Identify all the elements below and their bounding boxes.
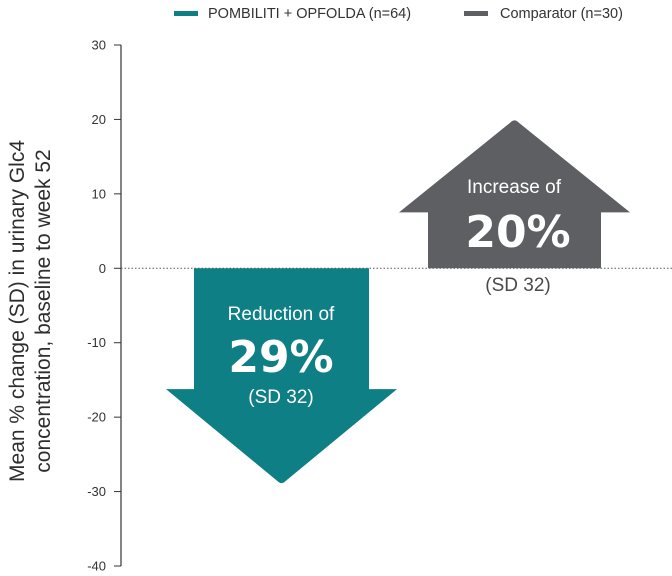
y-tick-label: -30 [87,484,106,499]
annotation-comparator-sd: (SD 32) [485,275,550,296]
y-axis-title-line-1: Mean % change (SD) in urinary Glc4 [6,140,29,482]
arrow-treatment [166,268,397,484]
annotation-comparator-value: 20% [465,207,570,258]
legend: POMBILITI + OPFOLDA (n=64) Comparator (n… [174,6,623,22]
y-tick-label: 10 [92,186,106,201]
annotation-treatment-label: Reduction of [228,304,335,325]
arrow-comparator [399,120,630,269]
legend-swatch-treatment [174,11,198,16]
legend-label-treatment: POMBILITI + OPFOLDA (n=64) [208,6,411,22]
y-tick-label: 20 [92,112,106,127]
y-tick-label: -20 [87,410,106,425]
y-axis-ticks: 30 20 10 0 -10 -20 -30 -40 [87,38,121,574]
y-tick-label: 0 [99,261,106,276]
y-tick-label: -40 [87,559,106,574]
y-axis-title-line-2: concentration, baseline to week 52 [32,149,55,472]
annotation-treatment-value: 29% [228,332,333,383]
legend-label-comparator: Comparator (n=30) [500,6,623,22]
y-axis-title: Mean % change (SD) in urinary Glc4 conce… [6,140,55,482]
annotation-comparator-label: Increase of [467,177,562,198]
y-tick-label: 30 [92,38,106,53]
y-tick-label: -10 [87,335,106,350]
annotation-treatment-sd: (SD 32) [248,387,313,408]
legend-swatch-comparator [464,11,488,16]
